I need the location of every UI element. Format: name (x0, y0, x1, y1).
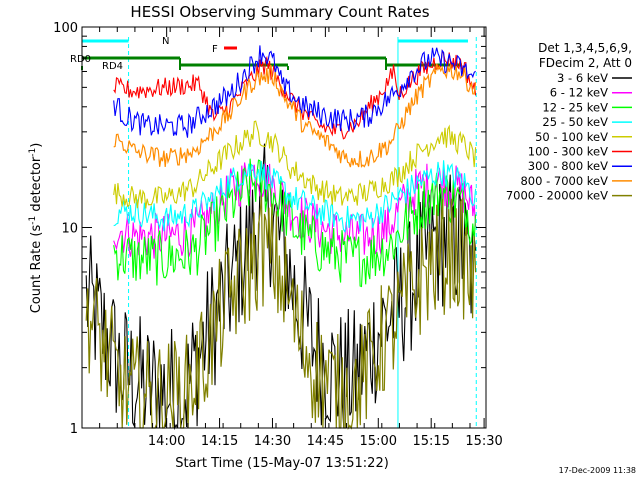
legend-label: 100 - 300 keV (528, 145, 608, 159)
y-axis-label-main: Count Rate (s (29, 225, 44, 314)
rd4-flag-label: RD4 (102, 61, 123, 72)
x-tick-label: 15:00 (360, 434, 397, 449)
timestamp: 17-Dec-2009 11:38 (559, 466, 636, 475)
series-layer (85, 45, 477, 431)
y-axis-label-sup1: -1 (28, 216, 38, 225)
axes-layer: 14:00 14:15 14:30 14:45 15:00 15:15 15:30 1 10 10… (53, 21, 503, 449)
x-tick-label: 15:15 (412, 434, 449, 449)
x-axis-label: Start Time (15-May-07 13:51:22) (175, 456, 389, 471)
legend-label: 300 - 800 keV (528, 159, 608, 173)
y-tick-label: 10 (61, 222, 78, 237)
series-line-25-50keV (113, 160, 477, 234)
y-axis-label-sup2: -1 (28, 148, 38, 157)
x-tick-label: 14:15 (201, 434, 238, 449)
series-line-100-300keV (113, 49, 477, 140)
legend-label: 50 - 100 keV (535, 130, 608, 144)
legend-header-line2: FDecim 2, Att 0 (539, 56, 632, 70)
y-tick-label: 1 (70, 422, 78, 437)
series-line-800-7000keV (113, 63, 477, 168)
legend-label: 3 - 6 keV (557, 71, 608, 85)
legend-label: 25 - 50 keV (542, 115, 608, 129)
legend-header-line1: Det 1,3,4,5,6,9, (538, 41, 632, 55)
series-line-300-800keV (113, 45, 476, 138)
x-tick-label: 14:45 (307, 434, 344, 449)
legend-label: 6 - 12 keV (550, 86, 608, 100)
legend-label: 7000 - 20000 keV (506, 189, 608, 203)
y-axis-label-mid: detector (29, 156, 44, 216)
y-axis-label: Count Rate (s-1 detector-1) (28, 143, 44, 314)
legend-label: 800 - 7000 keV (520, 174, 608, 188)
series-line-6-12keV (113, 162, 477, 259)
y-axis-label-end: ) (29, 143, 44, 148)
x-tick-label: 14:30 (254, 434, 291, 449)
legend-label: 12 - 25 keV (542, 100, 608, 114)
series-line-7000-20000keV (85, 195, 477, 431)
flare-flag-label: F (212, 44, 218, 55)
chart-title: HESSI Observing Summary Count Rates (130, 3, 429, 21)
y-tick-label: 100 (53, 21, 78, 36)
rd0-flag-label: RD0 (70, 54, 91, 65)
x-tick-label: 15:30 (465, 434, 502, 449)
night-flag-label: N (162, 36, 169, 47)
series-line-12-25keV (113, 158, 477, 288)
series-line-50-100keV (113, 120, 477, 209)
x-tick-label: 14:00 (148, 434, 185, 449)
